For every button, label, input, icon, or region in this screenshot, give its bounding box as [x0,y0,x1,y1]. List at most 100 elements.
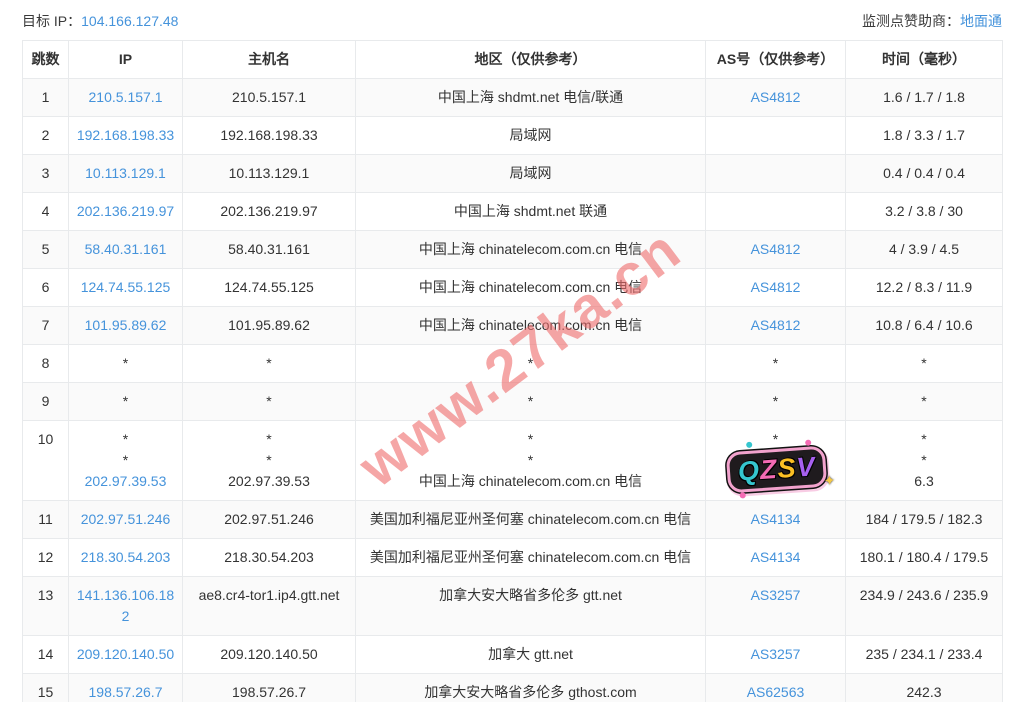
cell-host: 192.168.198.33 [182,116,356,155]
host-text: 198.57.26.7 [232,684,306,700]
ip-link[interactable]: 210.5.157.1 [88,89,163,105]
host-text: 218.30.54.203 [224,549,314,565]
cell-ip: 210.5.157.1 [68,78,183,117]
ip-link[interactable]: 202.97.51.246 [80,511,171,527]
ip-link[interactable]: 202.136.219.97 [76,203,175,219]
sparkle-icon: ✦ [823,471,836,489]
cell-ip: 202.97.51.246 [68,500,183,539]
cell-ip: 124.74.55.125 [68,268,183,307]
hop-text: 5 [41,241,50,257]
region-text: 加拿大安大略省多伦多 gtt.net [439,587,622,603]
target-ip-group: 目标 IP：104.166.127.48 [22,11,178,31]
table-row: 2 192.168.198.33 192.168.198.33 局域网 1.8 / 3.… [22,116,1003,155]
hop-text: 10 [37,431,54,447]
cell-ip: 10.113.129.1 [68,154,183,193]
region-text: 中国上海 chinatelecom.com.cn 电信 [418,317,643,333]
ip-link[interactable]: 101.95.89.62 [84,317,167,333]
time-text: * [921,355,927,371]
ip-link[interactable]: 209.120.140.50 [76,646,175,662]
region-text: 加拿大安大略省多伦多 gthost.com [424,684,637,700]
ip-link[interactable]: 141.136.106.182 [76,587,175,624]
ip-link[interactable]: 202.97.39.53 [84,473,167,489]
cell-region: 局域网 [355,116,706,155]
cell-host: 202.97.51.246 [182,500,356,539]
column-header-hop: 跳数 [22,40,69,79]
time-text: 3.2 / 3.8 / 30 [885,203,963,219]
as-link[interactable]: AS4812 [750,89,801,105]
cell-as [705,154,846,193]
sponsor-link[interactable]: 地面通 [960,13,1002,29]
sticker-dot-icon [804,439,811,446]
cell-host: 101.95.89.62 [182,306,356,345]
column-header-region: 地区（仅供参考） [355,40,706,79]
table-row: 6 124.74.55.125 124.74.55.125 中国上海 chinatel… [22,268,1003,307]
region-text: 中国上海 shdmt.net 联通 [453,203,608,219]
cell-host: 210.5.157.1 [182,78,356,117]
region-text: 美国加利福尼亚州圣何塞 chinatelecom.com.cn 电信 [369,549,692,565]
cell-as: AS62563** [705,673,846,702]
cell-as: AS4812 [705,78,846,117]
time-text: 242.3 [906,684,942,700]
cell-hop: 8 [22,344,69,383]
as-link[interactable]: AS4134 [750,549,801,565]
ip-link[interactable]: 198.57.26.7 [88,684,163,700]
cell-as: AS3257 [705,576,846,636]
as-link[interactable]: AS4134 [750,511,801,527]
time-text: 6.3 [914,473,934,489]
sticker-letter: Q [737,455,761,487]
time-text: 234.9 / 243.6 / 235.9 [859,587,989,603]
cell-time: 234.9 / 243.6 / 235.9 [845,576,1003,636]
hop-text: 1 [41,89,50,105]
sticker-letter: V [795,451,816,483]
hop-text: 9 [41,393,50,409]
cell-host: * * 202.97.39.53 [182,420,356,501]
time-text: 184 / 179.5 / 182.3 [865,511,983,527]
target-ip-link[interactable]: 104.166.127.48 [81,13,179,29]
as-link[interactable]: AS62563 [746,684,805,700]
time-text: 235 / 234.1 / 233.4 [865,646,983,662]
time-text: * [921,431,927,447]
table-row: 9 * * * * * [22,382,1003,421]
qzsv-sticker: Q Z S V ✦ [725,439,836,499]
as-link[interactable]: AS3257 [750,587,801,603]
region-text: 局域网 [509,165,552,181]
cell-ip: * [68,344,183,383]
time-text: 1.8 / 3.3 / 1.7 [883,127,965,143]
ip-text: * [122,452,129,468]
cell-hop: 15 [22,673,69,702]
cell-region: 加拿大安大略省多伦多 gtt.net [355,576,706,636]
hop-text: 12 [37,549,54,565]
table-row: 14 209.120.140.50 209.120.140.50 加拿大 gtt.ne… [22,635,1003,674]
cell-host: ae8.cr4-tor1.ip4.gtt.net [182,576,356,636]
cell-time: 10.8 / 6.4 / 10.6 [845,306,1003,345]
hop-text: 3 [41,165,50,181]
table-row: 13 141.136.106.182 ae8.cr4-tor1.ip4.gtt.ne… [22,576,1003,636]
cell-time: 1.8 / 3.3 / 1.7 [845,116,1003,155]
ip-link[interactable]: 218.30.54.203 [80,549,171,565]
as-link[interactable]: AS4812 [750,241,801,257]
host-text: 58.40.31.161 [228,241,310,257]
as-link[interactable]: AS4812 [750,279,801,295]
traceroute-table: 跳数 IP 主机名 地区（仅供参考） AS号（仅供参考） 时间（毫秒） 1 210… [22,40,1003,702]
cell-time: * * 6.3 [845,420,1003,501]
ip-link[interactable]: 58.40.31.161 [84,241,167,257]
cell-host: 202.136.219.97 [182,192,356,231]
cell-as: AS4812 [705,230,846,269]
sticker-letter: Z [758,454,778,486]
cell-ip: 209.120.140.50 [68,635,183,674]
target-ip-label: 目标 IP： [22,13,82,29]
as-link[interactable]: AS3257 [750,646,801,662]
ip-link[interactable]: 10.113.129.1 [85,165,166,181]
ip-link[interactable]: 192.168.198.33 [76,127,175,143]
cell-region: 美国加利福尼亚州圣何塞 chinatelecom.com.cn 电信 [355,500,706,539]
table-row: 1 210.5.157.1 210.5.157.1 中国上海 shdmt.net 电信… [22,78,1003,117]
as-link[interactable]: AS4812 [750,317,801,333]
cell-ip: 198.57.26.7** [68,673,183,702]
host-text: 101.95.89.62 [228,317,310,333]
hop-text: 13 [37,587,54,603]
cell-host: 218.30.54.203 [182,538,356,577]
cell-host: 58.40.31.161 [182,230,356,269]
ip-link[interactable]: 124.74.55.125 [80,279,171,295]
time-text: * [921,393,927,409]
